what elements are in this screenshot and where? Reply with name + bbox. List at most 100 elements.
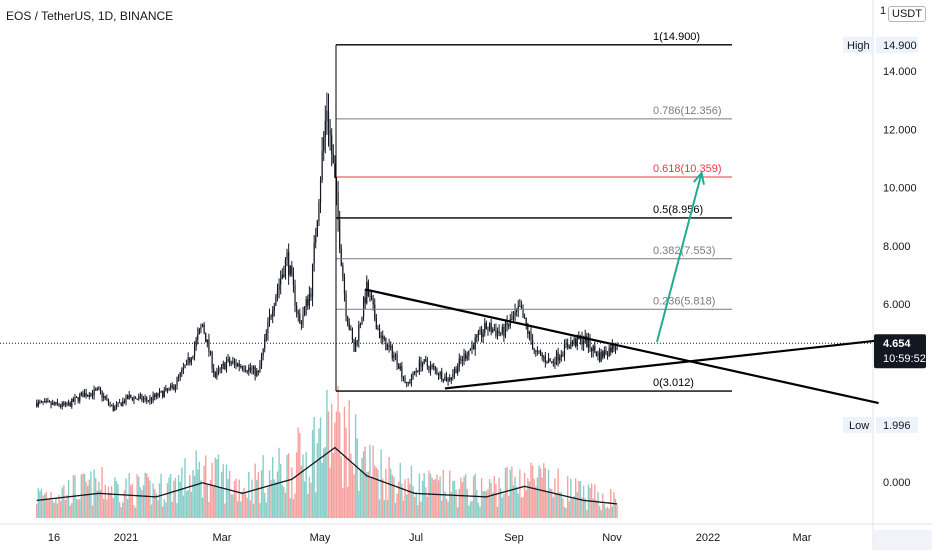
volume-bar xyxy=(284,492,287,518)
volume-bar xyxy=(240,501,242,518)
candle-body xyxy=(533,349,535,351)
volume-bar xyxy=(256,479,258,518)
volume-bar xyxy=(595,500,598,518)
volume-bar xyxy=(600,510,602,518)
candle-body xyxy=(369,295,371,297)
volume-bar xyxy=(225,464,228,518)
volume-bar xyxy=(318,428,320,518)
candle-body xyxy=(347,316,349,324)
candle-body xyxy=(350,329,352,331)
volume-bar xyxy=(308,476,311,518)
candle-body xyxy=(240,366,242,368)
price-axis[interactable]: 14.00012.00010.0008.0006.0002.0000.000Hi… xyxy=(843,36,926,489)
candle-body xyxy=(296,305,298,311)
candle-body xyxy=(447,378,449,382)
candle-body xyxy=(171,385,173,387)
volume-bar xyxy=(313,417,315,518)
fib-label-1: 1(14.900) xyxy=(653,31,700,43)
candle-body xyxy=(40,401,43,403)
time-tick-label: 2021 xyxy=(114,532,138,544)
volume-bar xyxy=(528,481,531,518)
low-label-bg xyxy=(843,417,872,433)
volume-bar xyxy=(174,477,177,518)
candle-body xyxy=(498,330,500,333)
candle-body xyxy=(480,329,483,338)
volume-bar xyxy=(171,501,173,518)
volume-bar xyxy=(299,432,301,518)
candle-body xyxy=(270,316,272,318)
candle-body xyxy=(539,351,542,354)
candle-body xyxy=(101,391,103,398)
candle-body xyxy=(473,345,475,350)
candle-body xyxy=(82,392,84,398)
currency-button[interactable]: USDT xyxy=(888,6,926,22)
candle-body xyxy=(142,398,145,401)
volume-bar xyxy=(251,479,253,518)
volume-bar xyxy=(495,484,497,518)
trendline-layer[interactable] xyxy=(0,170,879,405)
volume-bar xyxy=(173,480,175,518)
candle-body xyxy=(390,346,392,348)
candle-body xyxy=(93,389,95,396)
candle-body xyxy=(91,392,94,396)
candle-body xyxy=(504,322,507,337)
volume-bar xyxy=(276,471,279,518)
candle-body xyxy=(575,338,577,346)
volume-bar xyxy=(409,483,411,518)
time-axis[interactable]: 16 2021 Mar May Jul Sep Nov 2022 Mar xyxy=(0,523,932,550)
candle-body xyxy=(79,394,81,401)
candle-body xyxy=(441,371,443,380)
low-value: 1.996 xyxy=(883,420,911,432)
volume-bar xyxy=(484,491,486,518)
volume-bar xyxy=(334,422,336,518)
volume-bar xyxy=(447,501,449,518)
volume-bar xyxy=(337,385,339,518)
axis-corner xyxy=(874,530,932,550)
candle-body xyxy=(88,395,90,397)
volume-bar xyxy=(212,486,215,518)
candle-body xyxy=(549,358,551,362)
candle-body xyxy=(289,265,291,276)
volume-bar xyxy=(283,487,285,518)
volume-bar xyxy=(396,493,398,518)
candle-body xyxy=(501,326,503,333)
volume-bar xyxy=(279,464,282,518)
volume-bar xyxy=(429,473,432,518)
volume-bar xyxy=(602,493,604,518)
candle-body xyxy=(208,339,210,352)
volume-bar xyxy=(442,469,445,518)
candle-body xyxy=(205,332,207,343)
volume-bar xyxy=(123,490,126,518)
candle-body xyxy=(48,401,51,403)
volume-bar xyxy=(576,491,578,518)
candle-body xyxy=(374,304,376,319)
candle-body xyxy=(221,364,223,369)
volume-bar xyxy=(544,468,547,518)
volume-bar xyxy=(101,467,103,518)
candle-body xyxy=(98,388,100,390)
candle-body xyxy=(87,395,89,397)
volume-bar xyxy=(106,499,108,518)
volume-bar xyxy=(281,484,283,518)
volume-bar xyxy=(535,486,537,518)
candle-body xyxy=(366,281,368,304)
candle-body xyxy=(80,392,82,395)
lower-trendline xyxy=(444,339,879,390)
volume-bar xyxy=(466,488,468,518)
high-label-bg xyxy=(843,36,872,53)
volume-bar xyxy=(506,467,508,518)
projection-arrow-head xyxy=(693,170,705,185)
volume-bar xyxy=(536,477,539,518)
volume-bar xyxy=(404,479,406,518)
candle-body xyxy=(573,338,575,344)
volume-bar xyxy=(501,497,504,518)
symbol-legend[interactable]: EOS / TetherUS, 1D, BINANCE xyxy=(6,9,174,23)
candle-body xyxy=(559,356,561,361)
candle-body xyxy=(525,317,527,326)
candle-body xyxy=(292,273,295,286)
candle-body xyxy=(211,351,213,369)
candle-body xyxy=(209,351,212,353)
candle-body xyxy=(563,343,566,356)
